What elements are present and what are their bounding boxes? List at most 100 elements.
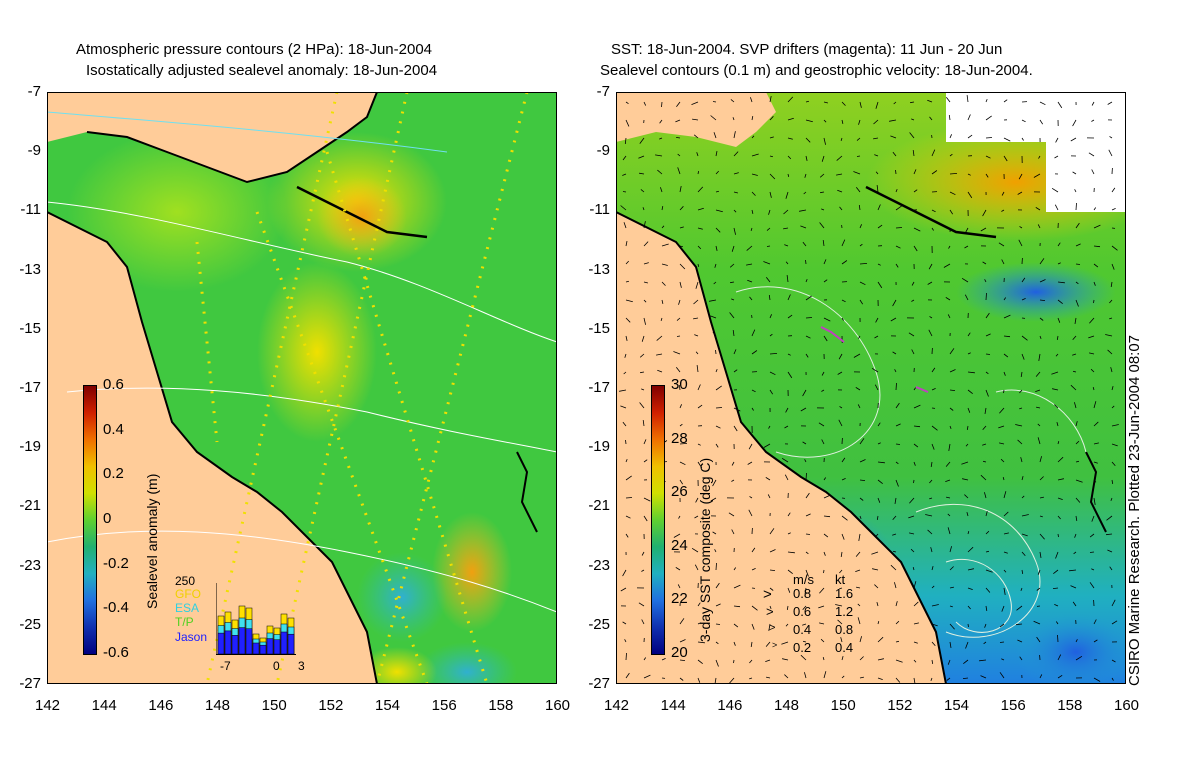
lat-tick-label: -27: [19, 675, 41, 692]
velocity-arrow: [982, 261, 987, 265]
velocity-arrow: [1075, 263, 1081, 265]
velocity-arrow: [805, 317, 813, 319]
velocity-arrow: [859, 676, 864, 679]
velocity-arrow: [819, 587, 825, 594]
velocity-arrow: [1110, 497, 1113, 501]
velocity-arrow: [875, 101, 879, 109]
velocity-arrow: [728, 512, 735, 517]
velocity-arrow: [697, 207, 704, 211]
lon-tick-label: 148: [774, 697, 800, 714]
lat-tick-label: -9: [27, 142, 41, 160]
velocity-arrow: [715, 209, 723, 213]
velocity-arrow: [889, 119, 897, 122]
lon-tick-label: 146: [148, 697, 174, 714]
velocity-arrow: [980, 227, 987, 232]
velocity-arrow: [894, 369, 897, 373]
velocity-arrow: [877, 636, 884, 643]
velocity-arrow: [984, 279, 987, 283]
lon-tick-label: 154: [375, 697, 401, 714]
velocity-arrow: [967, 114, 971, 121]
velocity-arrow: [1072, 353, 1077, 356]
velocity-arrow: [751, 605, 758, 611]
velocity-arrow: [931, 367, 936, 373]
velocity-arrow: [765, 641, 771, 647]
velocity-arrow: [1075, 421, 1078, 427]
velocity-arrow: [733, 369, 738, 373]
velocity-arrow: [1055, 551, 1059, 559]
sst-cool-patch: [1016, 612, 1126, 684]
velocity-arrow: [643, 241, 649, 247]
velocity-arrow: [643, 439, 647, 445]
velocity-arrow: [805, 513, 811, 517]
velocity-arrow: [859, 479, 866, 481]
velocity-arrow: [1111, 677, 1114, 681]
velocity-arrow: [765, 477, 771, 481]
velocity-arrow: [964, 245, 969, 249]
velocity-arrow: [980, 675, 987, 679]
velocity-arrow: [1003, 371, 1006, 376]
velocity-arrow: [625, 652, 627, 661]
velocity-arrow: [859, 497, 864, 501]
velocity-arrow: [766, 245, 771, 247]
histogram-xtick: -7: [220, 659, 231, 673]
svp-drifter-track: [820, 326, 845, 343]
velocity-arrow: [733, 209, 737, 213]
velocity-arrow: [877, 461, 885, 464]
velocity-arrow: [802, 389, 807, 397]
velocity-arrow: [876, 515, 879, 520]
velocity-arrow: [999, 672, 1005, 679]
lat-tick-label: -25: [19, 615, 41, 633]
velocity-arrow: [766, 227, 771, 231]
velocity-arrow: [1070, 137, 1077, 142]
colorbar-tick-label: -0.6: [103, 644, 129, 661]
velocity-arrow: [929, 497, 933, 500]
velocity-arrow: [784, 244, 789, 247]
velocity-arrow: [948, 443, 951, 451]
velocity-arrow: [1039, 258, 1045, 265]
velocity-arrow: [856, 155, 861, 157]
velocity-arrow: [1003, 491, 1007, 499]
velocity-arrow: [873, 137, 879, 140]
velocity-arrow: [805, 533, 811, 535]
velocity-arrow: [1020, 371, 1023, 377]
velocity-arrow: [1039, 456, 1042, 463]
velocity-arrow: [1039, 674, 1043, 679]
velocity-arrow: [625, 241, 628, 247]
velocity-arrow: [1111, 659, 1116, 663]
velocity-arrow: [1074, 317, 1077, 324]
velocity-arrow: [927, 281, 933, 285]
velocity-arrow: [697, 404, 703, 409]
velocity-arrow: [661, 263, 668, 266]
velocity-arrow: [623, 371, 627, 375]
velocity-arrow: [712, 101, 717, 103]
velocity-arrow: [661, 225, 665, 229]
velocity-arrow: [931, 659, 934, 664]
velocity-arrow: [661, 281, 666, 286]
velocity-arrow: [894, 497, 897, 504]
velocity-arrow: [1075, 299, 1079, 307]
velocity-arrow: [841, 515, 848, 521]
lat-tick-label: -21: [19, 497, 41, 515]
velocity-arrow: [874, 335, 879, 339]
velocity-arrow: [841, 533, 845, 540]
velocity-arrow: [840, 551, 843, 557]
velocity-arrow: [823, 317, 831, 322]
velocity-arrow: [715, 407, 723, 409]
velocity-arrow: [929, 316, 933, 319]
velocity-arrow: [874, 584, 879, 589]
velocity-arrow: [1093, 224, 1101, 229]
velocity-arrow: [692, 118, 699, 121]
velocity-arrow: [661, 658, 666, 661]
velocity-arrow: [657, 169, 663, 175]
velocity-arrow: [712, 331, 717, 337]
velocity-arrow: [749, 677, 753, 680]
velocity-arrow: [819, 622, 825, 625]
velocity-arrow: [732, 117, 735, 121]
velocity-arrow: [1003, 587, 1006, 595]
velocity-arrow: [931, 388, 936, 391]
velocity-legend-arrow: >: [763, 586, 772, 603]
velocity-arrow: [1057, 533, 1059, 538]
velocity-arrow: [853, 353, 861, 358]
histogram-series-jason: Jason: [175, 630, 208, 644]
velocity-arrow: [875, 317, 879, 323]
